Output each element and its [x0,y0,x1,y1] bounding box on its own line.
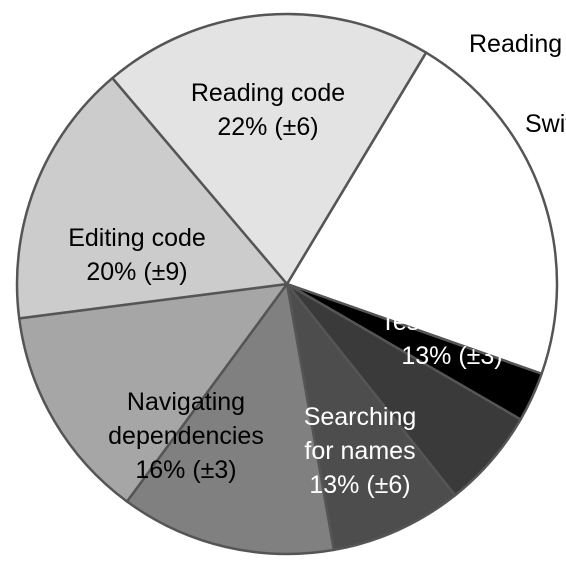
slice-editing-code [111,12,428,286]
value-searching-names: 13% (±6) [309,471,410,499]
slice-navigating-deps [15,76,289,320]
label-navigating: Navigating [127,388,245,416]
label-editing-code: Editing code [68,224,206,252]
label-reading-code: Reading code [191,79,345,107]
label-paint-italic: Paint [467,308,525,336]
slice-searching-names [17,282,289,503]
pie-slices [15,12,559,556]
label-reading-truncated: Reading f [469,30,566,58]
value-reading-code: 22% (±6) [217,113,318,141]
slice-unlabeled [285,282,457,552]
label-switching-truncated: Swit [525,110,566,138]
value-navigating-deps: 16% (±3) [135,456,236,484]
value-editing-code: 20% (±9) [86,258,187,286]
slice-testing-paint [125,282,336,556]
label-dependencies: dependencies [108,422,264,450]
label-testing-word: Testing [380,308,459,336]
value-testing-paint: 13% (±3) [401,342,502,370]
slice-labels: Reading code 22% (±6) Reading f Swit Edi… [68,30,566,499]
slice-reading-code [285,51,559,375]
label-searching: Searching [304,403,417,431]
label-testing-paint: Testing Paint [380,308,524,336]
label-for-names: for names [304,437,415,465]
